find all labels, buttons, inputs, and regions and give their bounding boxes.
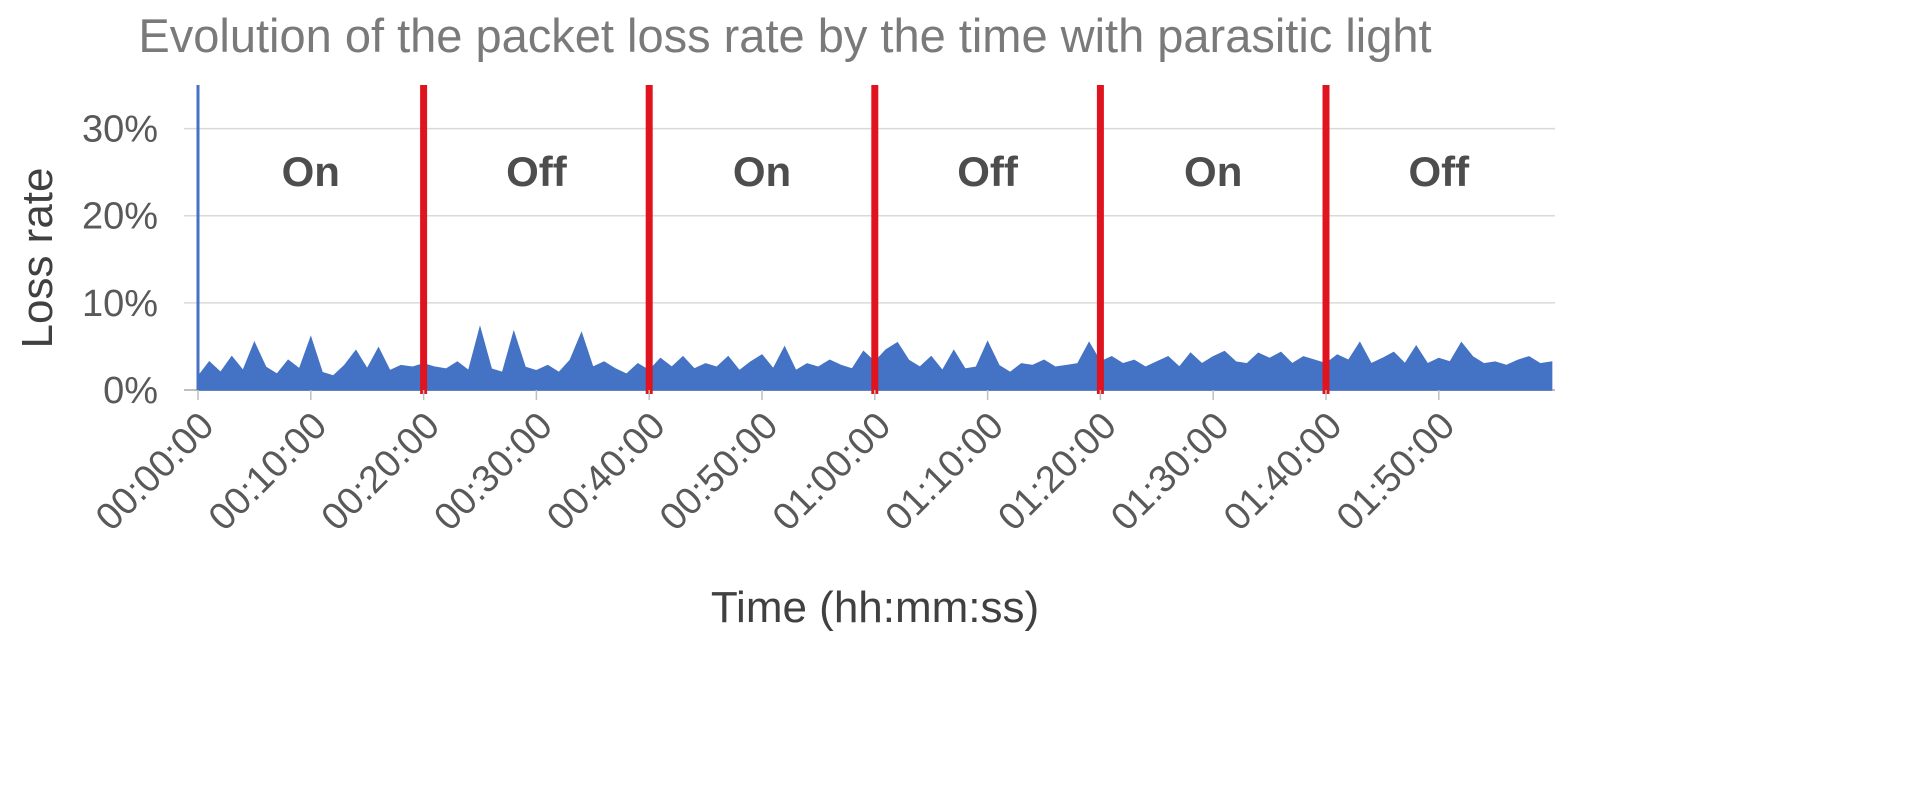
y-tick-label: 10% (82, 283, 158, 325)
x-tick-label: 01:30:00 (1103, 405, 1237, 539)
x-tick-label: 00:10:00 (201, 405, 335, 539)
x-tick-label: 01:10:00 (878, 405, 1012, 539)
phase-label-on: On (282, 148, 340, 195)
x-tick-label: 00:30:00 (426, 405, 560, 539)
x-tick-label: 00:50:00 (652, 405, 786, 539)
x-tick-label: 00:00:00 (88, 405, 222, 539)
plot-area (197, 325, 1553, 391)
grid-lines (184, 85, 1555, 391)
chart-title: Evolution of the packet loss rate by the… (138, 9, 1431, 62)
y-tick-label: 0% (103, 370, 158, 412)
y-tick-label: 20% (82, 196, 158, 238)
phase-label-on: On (1184, 148, 1242, 195)
phase-label-off: Off (506, 148, 568, 195)
x-axis-title: Time (hh:mm:ss) (711, 583, 1039, 632)
x-tick-label: 01:40:00 (1216, 405, 1350, 539)
y-axis-ticks: 0% 10% 20% 30% (82, 109, 158, 412)
phase-label-on: On (733, 148, 791, 195)
x-axis-ticks: 00:00:0000:10:0000:20:0000:30:0000:40:00… (88, 390, 1463, 539)
loss-rate-series (197, 325, 1553, 391)
x-tick-label: 01:00:00 (765, 405, 899, 539)
y-axis-title: Loss rate (13, 168, 62, 349)
y-tick-label: 30% (82, 109, 158, 151)
x-tick-label: 01:50:00 (1329, 405, 1463, 539)
phase-label-off: Off (957, 148, 1019, 195)
x-tick-label: 01:20:00 (990, 405, 1124, 539)
x-tick-label: 00:20:00 (314, 405, 448, 539)
phase-boundaries (420, 85, 1330, 394)
x-tick-label: 00:40:00 (539, 405, 673, 539)
phase-labels: On Off On Off On Off (282, 148, 1470, 195)
phase-label-off: Off (1408, 148, 1470, 195)
